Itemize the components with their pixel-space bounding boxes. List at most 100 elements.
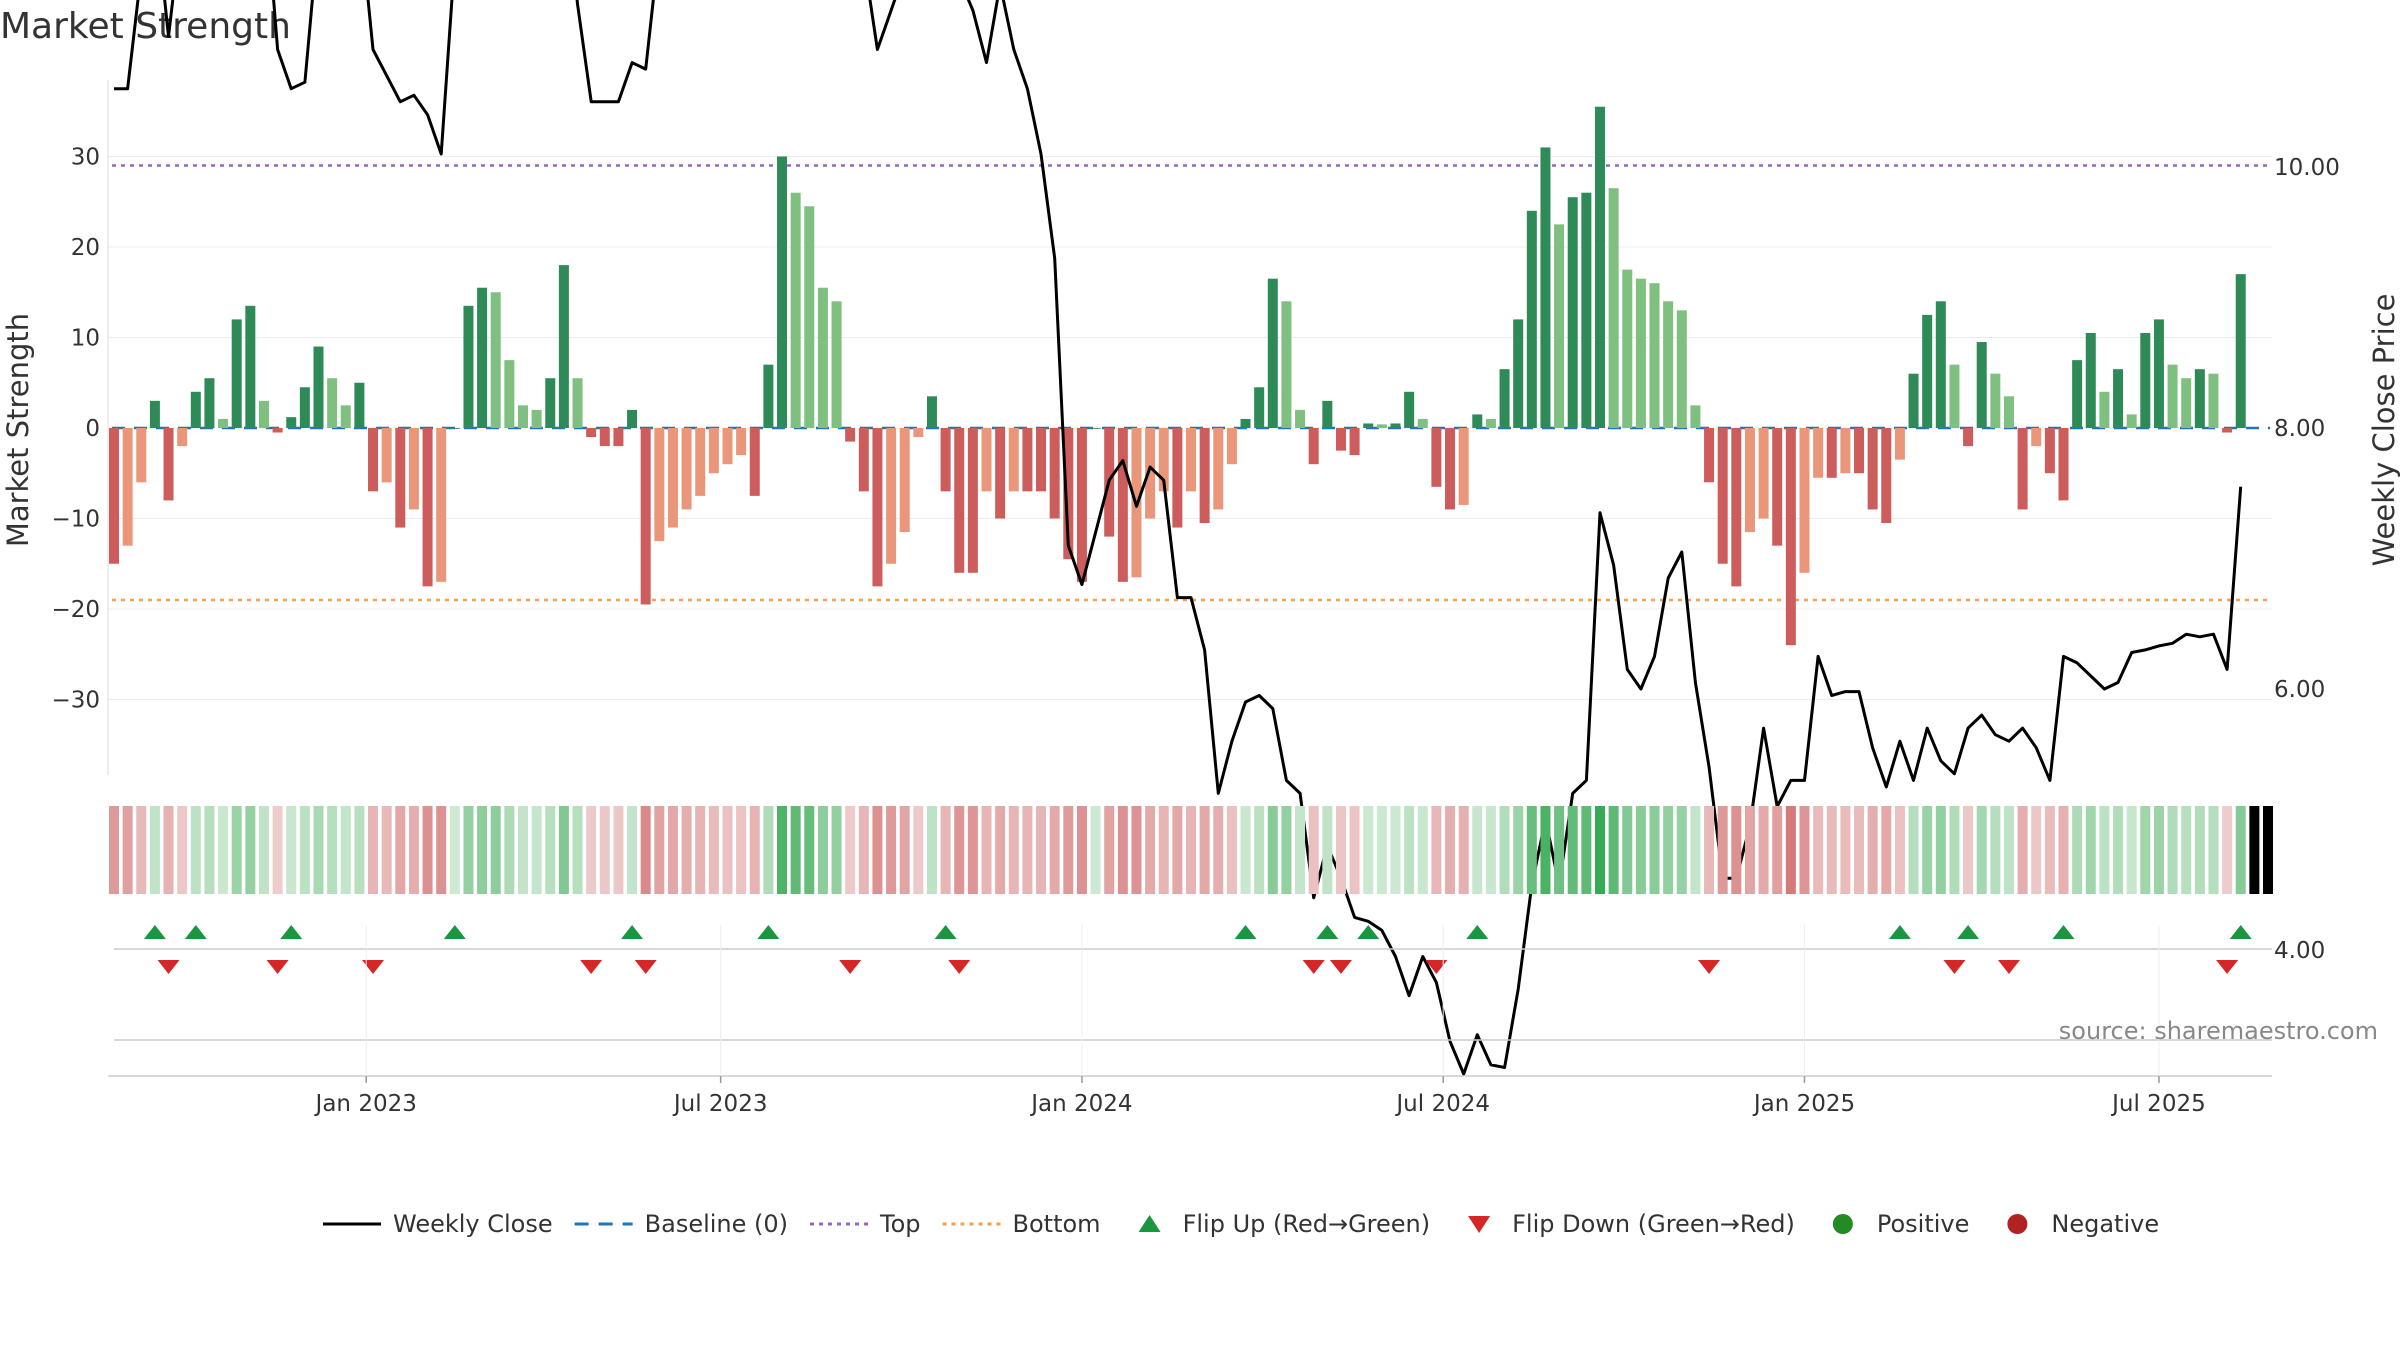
heat-cell [1894, 806, 1905, 894]
strength-bar [422, 428, 433, 587]
y-axis-label: Market Strength [1, 313, 35, 547]
strength-bar [831, 301, 842, 428]
strength-bar [2222, 428, 2233, 433]
strength-bar [490, 292, 501, 428]
strength-bar [245, 305, 256, 428]
heat-cell [749, 806, 760, 894]
strength-bar [1758, 428, 1769, 519]
strength-bar [2058, 428, 2069, 501]
heat-cell [845, 806, 856, 894]
heat-cell [517, 806, 528, 894]
strength-bar [1990, 373, 2001, 428]
flip-down-marker [839, 960, 862, 974]
strength-bar [1690, 405, 1701, 428]
strength-bar [1063, 428, 1074, 560]
heat-cell [408, 806, 419, 894]
heat-cell [831, 806, 842, 894]
heat-cell [2085, 806, 2096, 894]
heat-cell [1376, 806, 1387, 894]
heat-cell [2263, 806, 2273, 894]
flip-down-marker [2216, 960, 2239, 974]
heat-cell [1676, 806, 1687, 894]
heat-cell [1226, 806, 1237, 894]
heat-cell [1881, 806, 1892, 894]
y2-axis-ticks: 12.0010.008.006.004.00 [2274, 155, 2340, 964]
heat-cell [1690, 806, 1701, 894]
strength-bar [1349, 428, 1360, 456]
strength-bar [1267, 278, 1278, 428]
heat-cell [449, 806, 460, 894]
heat-cell [1772, 806, 1783, 894]
heat-cell [2153, 806, 2164, 894]
heat-cell [2181, 806, 2192, 894]
y2-tick-label: 6.00 [2274, 677, 2325, 703]
heat-cell [1240, 806, 1251, 894]
heat-cell [381, 806, 392, 894]
legend-item: Flip Down (Green→Red) [1468, 1210, 1795, 1238]
strength-bar [981, 428, 992, 492]
strength-bar [558, 265, 569, 428]
heat-cell [558, 806, 569, 894]
heat-cell [299, 806, 310, 894]
strength-bar [736, 428, 747, 456]
flip-up-marker [1957, 925, 1980, 939]
heat-cell [1335, 806, 1346, 894]
strength-bar [763, 364, 774, 428]
heat-cell [231, 806, 242, 894]
flip-up-marker [184, 925, 207, 939]
strength-bar [1785, 428, 1796, 646]
heat-cell [1445, 806, 1456, 894]
strength-bar [299, 387, 310, 428]
legend-swatch [1468, 1216, 1491, 1233]
strength-bar [1813, 428, 1824, 478]
heat-cell [2072, 806, 2083, 894]
strength-bar [2044, 428, 2055, 474]
legend-item: Flip Up (Red→Green) [1138, 1210, 1430, 1238]
strength-bar [109, 428, 119, 564]
strength-bar [545, 378, 556, 428]
x-tick-label: Jan 2024 [1029, 1091, 1132, 1117]
strength-bar [122, 428, 133, 546]
strength-bar [463, 305, 474, 428]
strength-bar [1594, 106, 1605, 428]
strength-bar [926, 396, 937, 428]
strength-bar [1145, 428, 1156, 519]
x-tick-label: Jul 2024 [1394, 1091, 1490, 1117]
strength-bar [1949, 364, 1960, 428]
x-tick-label: Jul 2023 [672, 1091, 768, 1117]
strength-bar [804, 206, 815, 428]
heat-cell [1799, 806, 1810, 894]
strength-bar [1526, 210, 1537, 428]
heat-cell [109, 806, 119, 894]
legend-swatch [1138, 1215, 1161, 1232]
heat-cell [599, 806, 610, 894]
strength-bar [1513, 319, 1524, 428]
strength-bar [1458, 428, 1469, 505]
heat-cell [2208, 806, 2219, 894]
strength-bar [708, 428, 719, 474]
heat-cell [1022, 806, 1033, 894]
heat-cell [790, 806, 801, 894]
heat-cell [313, 806, 324, 894]
strength-bar [1826, 428, 1837, 478]
strength-bar [1881, 428, 1892, 524]
strength-bar [1308, 428, 1319, 465]
heat-cell [477, 806, 488, 894]
heat-cell [1608, 806, 1619, 894]
heat-cell [1090, 806, 1101, 894]
strength-bar [2153, 319, 2164, 428]
heat-cell [1594, 806, 1605, 894]
y2-tick-label: 8.00 [2274, 416, 2325, 442]
strength-bar [886, 428, 897, 564]
y-tick-label: 30 [71, 145, 100, 171]
strength-bar [340, 405, 351, 428]
strength-bar [995, 428, 1006, 519]
flip-down-marker [1943, 960, 1966, 974]
strength-bar [286, 417, 297, 428]
heat-cell [722, 806, 733, 894]
legend-label: Bottom [1013, 1210, 1101, 1238]
heat-cell [1390, 806, 1401, 894]
strength-bar [1472, 414, 1483, 428]
heat-cell [586, 806, 597, 894]
heat-cell [1145, 806, 1156, 894]
